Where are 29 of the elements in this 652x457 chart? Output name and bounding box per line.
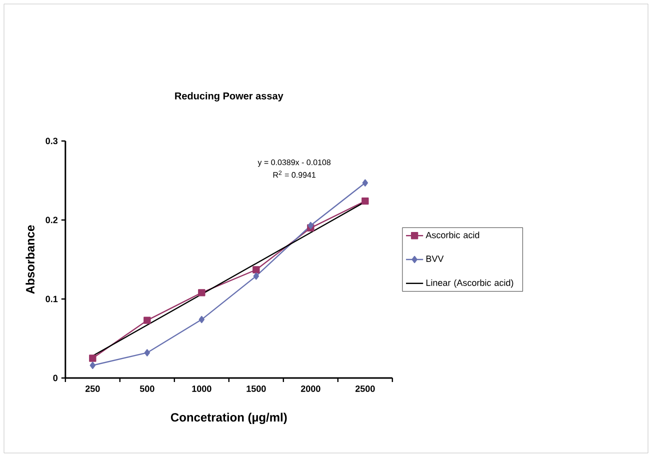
point (362, 179, 368, 186)
point (89, 354, 96, 362)
legend-label: Linear (Ascorbic acid) (426, 279, 514, 288)
legend-label: BVV (426, 256, 444, 262)
x-tick-label: 250 (85, 386, 100, 392)
point (90, 362, 96, 369)
x-tick-label: 500 (140, 386, 154, 392)
x-tick-label: 1000 (192, 386, 212, 392)
point (308, 222, 314, 230)
y-tick-label: 0.3 (46, 138, 58, 144)
y-tick-label: 0.2 (46, 216, 58, 224)
point (252, 266, 260, 274)
x-tick-label: 1500 (246, 386, 266, 392)
point (144, 316, 151, 324)
point (253, 272, 260, 280)
point (198, 316, 205, 324)
chart-title: Reducing Power assay (175, 92, 284, 102)
point (144, 349, 150, 356)
annotation: R$^{2}$ = 0.9941 (273, 170, 316, 178)
point (198, 289, 206, 296)
y-tick-label: 0.1 (46, 296, 58, 302)
annotation: y = 0.0389x - 0.0108 (258, 159, 331, 167)
y-tick-label: 0 (53, 374, 58, 382)
x-tick-label: 2500 (355, 386, 375, 392)
x-axis-title: Concetration (µg/ml) (170, 412, 287, 424)
legend-label: Ascorbic acid (426, 232, 480, 238)
point (362, 197, 369, 205)
y-axis-title: Absorbance (26, 225, 34, 294)
x-tick-label: 2000 (300, 386, 320, 392)
